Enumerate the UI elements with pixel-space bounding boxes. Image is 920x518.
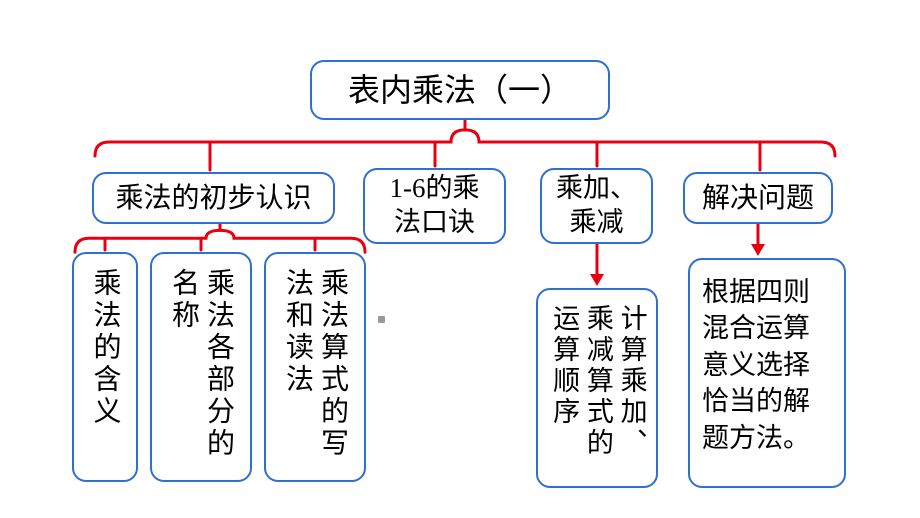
diagram-stage: 表内乘法（一） 乘法的初步认识 1-6的乘 法口诀 乘加、 乘减 解决问题 乘法… [0,0,920,518]
node-xiedu: 乘法算式的写法和读法 [264,252,366,482]
node-hanyi: 乘法的含义 [72,252,138,482]
node-detail-jjwt: 根据四则混合运算意义选择恰当的解题方法。 [688,258,846,488]
node-bufen-label: 乘法各部分的名称 [166,268,236,474]
node-cjcj-label: 乘加、 乘减 [556,172,637,240]
node-detail-jjwt-label: 根据四则混合运算意义选择恰当的解题方法。 [702,274,832,456]
node-detail-cjcj-label: 计算乘加、乘减算式的运算顺序 [546,304,647,480]
node-koujue: 1-6的乘 法口诀 [363,168,506,244]
node-root: 表内乘法（一） [310,60,610,120]
node-xiedu-label: 乘法算式的写法和读法 [280,268,350,474]
node-bufen: 乘法各部分的名称 [150,252,252,482]
node-hanyi-label: 乘法的含义 [88,268,123,428]
node-root-label: 表内乘法（一） [348,70,572,110]
node-jiejue-wenti: 解决问题 [683,172,833,224]
node-chengjia-chengjian: 乘加、 乘减 [540,168,653,244]
node-chubu: 乘法的初步认识 [92,172,335,224]
node-detail-cjcj: 计算乘加、乘减算式的运算顺序 [536,288,658,488]
node-koujue-label: 1-6的乘 法口诀 [390,172,480,240]
node-chubu-label: 乘法的初步认识 [115,181,311,216]
page-indicator-dot [378,316,385,323]
node-jjwt-label: 解决问题 [702,181,814,216]
